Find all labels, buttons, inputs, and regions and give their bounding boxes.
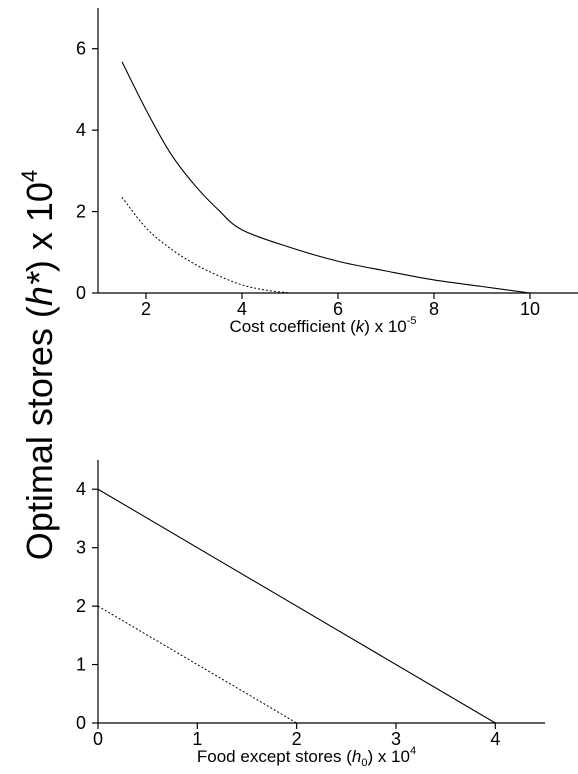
y-tick-label: 3 [76, 538, 86, 558]
x-tick-label: 4 [237, 299, 247, 319]
dotted-series-line [121, 197, 291, 294]
y-tick-label: 0 [76, 283, 86, 303]
x-axis-title-exponent: 4 [410, 745, 416, 757]
y-tick-label: 2 [76, 596, 86, 616]
shared-ylabel-pre: Optimal stores ( [19, 306, 60, 560]
x-tick-label: 10 [520, 299, 540, 319]
y-tick-label: 4 [76, 479, 86, 499]
x-tick-label: 0 [93, 729, 103, 749]
x-axis-title-exponent: -5 [407, 315, 417, 327]
x-tick-label: 3 [391, 729, 401, 749]
x-axis-title-subscript: 0 [361, 757, 367, 769]
x-axis-title-text: Food except stores ( [197, 747, 352, 766]
x-axis-title: Cost coefficient (k) x 10-5 [229, 315, 416, 336]
x-axis-title-text: Cost coefficient ( [229, 317, 356, 336]
dotted-series-line [97, 605, 297, 724]
x-axis-title-text: ) x 10 [364, 317, 407, 336]
x-tick-label: 8 [429, 299, 439, 319]
solid-series-line [121, 61, 531, 294]
shared-ylabel-exponent: 4 [17, 170, 42, 182]
y-tick-label: 1 [76, 655, 86, 675]
solid-series-line [97, 488, 496, 724]
x-tick-label: 6 [333, 299, 343, 319]
x-axis-title-symbol: h [352, 747, 361, 766]
y-tick-label: 0 [76, 713, 86, 733]
y-tick-label: 2 [76, 202, 86, 222]
x-axis-title: Food except stores (h0) x 104 [197, 745, 416, 769]
x-axis-title-symbol: k [356, 317, 366, 336]
x-tick-label: 1 [192, 729, 202, 749]
x-tick-label: 2 [292, 729, 302, 749]
y-tick-label: 6 [76, 39, 86, 59]
shared-ylabel-symbol: h* [19, 271, 60, 306]
x-tick-label: 4 [490, 729, 500, 749]
x-axis-title-text: ) x 10 [367, 747, 410, 766]
y-tick-label: 4 [76, 120, 86, 140]
shared-y-axis-title: Optimal stores (h*) x 104 [17, 170, 60, 560]
shared-ylabel-post: ) x 10 [19, 182, 60, 272]
x-tick-label: 2 [141, 299, 151, 319]
